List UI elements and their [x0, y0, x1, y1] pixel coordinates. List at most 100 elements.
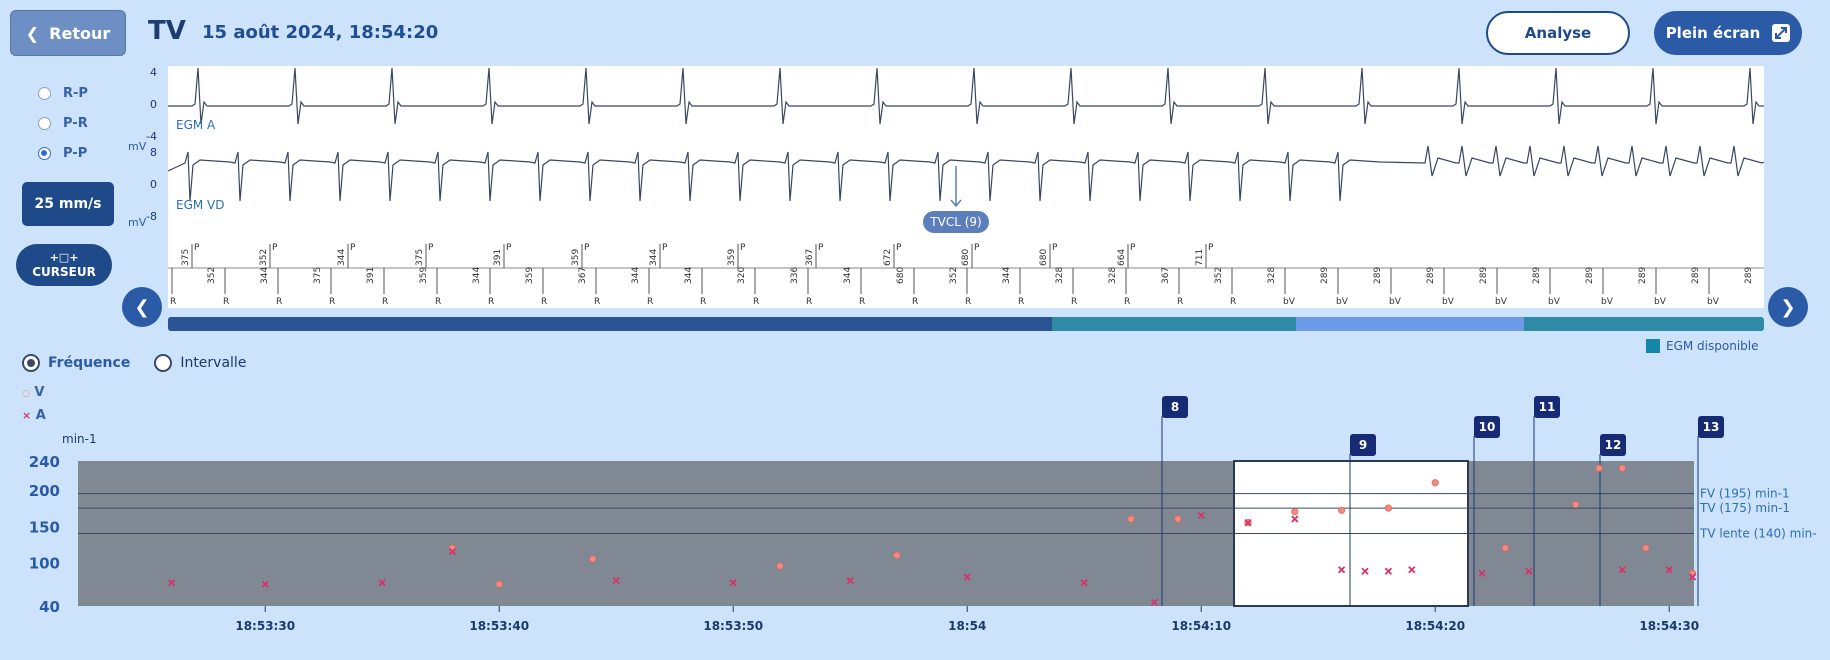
egm-vd-tick-zero: 0	[150, 178, 157, 191]
p-interval-label: 680	[961, 249, 971, 266]
p-interval-label: 664	[1117, 249, 1127, 266]
egm-available-legend: EGM disponible	[1646, 339, 1758, 353]
interval-option-pr[interactable]: P-R	[38, 116, 88, 131]
p-interval-label: 344	[337, 249, 347, 266]
cursor-label: CURSEUR	[32, 265, 96, 279]
egm-strip[interactable]: 375 P 352 P 344 P 375 P 391 P 359 P 344 P 359 P 367 P 672 P…	[167, 66, 1765, 308]
a-point	[1197, 511, 1205, 520]
egm-vd-trace	[167, 145, 1765, 202]
tvcl-marker[interactable]: TVCL (9)	[923, 211, 989, 233]
radio-selected-icon[interactable]	[38, 147, 51, 160]
legend-v: ○ V	[22, 385, 44, 400]
x-tick-label: 18:53:40	[469, 619, 529, 633]
speed-button[interactable]: 25 mm/s	[22, 182, 114, 226]
radio-selected-icon[interactable]	[22, 354, 40, 372]
v-interval-label: 289	[1691, 267, 1701, 284]
a-point	[1665, 566, 1673, 574]
p-marker-letter: P	[506, 243, 512, 253]
v-marker-letter: R	[1018, 297, 1024, 307]
legend-swatch	[1646, 339, 1660, 353]
p-interval-label: 680	[1039, 249, 1049, 266]
p-marker-letter: P	[1130, 243, 1136, 253]
a-point	[167, 579, 176, 587]
v-marker-letter: bV	[1442, 297, 1455, 307]
radio-icon[interactable]	[154, 354, 173, 372]
y-tick-label: 150	[29, 518, 60, 536]
a-point	[1244, 518, 1252, 527]
a-cross-icon: ×	[22, 409, 32, 422]
v-interval-label: 344	[472, 267, 482, 284]
y-tick-label: 40	[39, 598, 60, 616]
radio-icon[interactable]	[38, 117, 51, 130]
a-point	[846, 576, 854, 585]
egm-a-label: EGM A	[176, 118, 216, 132]
v-interval-label: 344	[1002, 267, 1012, 284]
v-marker-letter: R	[382, 297, 388, 307]
a-point	[1291, 515, 1299, 523]
radio-icon[interactable]	[38, 87, 51, 100]
episode-marker-badge	[1162, 396, 1188, 418]
trend-mode-selector: Fréquence Intervalle	[22, 354, 246, 372]
mode-frequency-label[interactable]: Fréquence	[48, 355, 131, 371]
a-point	[1408, 566, 1416, 574]
v-point	[1642, 544, 1650, 552]
v-point	[1595, 464, 1603, 472]
v-point	[1618, 464, 1627, 472]
v-interval-label: 289	[1744, 267, 1754, 284]
v-marker-letter: R	[700, 297, 706, 307]
interval-option-rp[interactable]: R-P	[38, 86, 88, 101]
a-point	[1080, 579, 1088, 587]
v-marker-letter: R	[912, 297, 918, 307]
trend-chart[interactable]: FV (195) min-1TV (175) min-1 TV lente (14…	[0, 390, 1830, 660]
p-interval-label: 367	[805, 249, 815, 266]
v-interval-label: 352	[949, 267, 959, 284]
cursor-icon: +□+	[49, 251, 79, 264]
p-interval-label: 375	[415, 249, 425, 266]
x-tick-label: 18:54:20	[1405, 619, 1465, 633]
a-point	[612, 576, 620, 585]
timeline-segment	[168, 317, 1052, 331]
v-interval-label: 289	[1532, 267, 1542, 284]
episode-marker-badge	[1534, 396, 1560, 418]
v-point	[1384, 504, 1393, 512]
egm-available-label: EGM disponible	[1666, 339, 1759, 353]
mode-interval-label[interactable]: Intervalle	[180, 355, 247, 371]
back-label: Retour	[49, 23, 111, 43]
timeline-viewport[interactable]	[1296, 317, 1524, 331]
a-point	[1478, 569, 1486, 578]
a-point	[963, 573, 971, 581]
timeline-scrollbar[interactable]	[168, 317, 1764, 331]
fullscreen-button[interactable]: Plein écran	[1654, 11, 1802, 55]
v-interval-label: 328	[1108, 267, 1118, 284]
interval-option-label: P-R	[63, 116, 88, 131]
chevron-left-icon: ❮	[134, 296, 150, 318]
v-point	[1501, 544, 1510, 552]
egm-a-tick-zero: 0	[150, 98, 157, 111]
v-point	[1338, 506, 1346, 514]
back-button[interactable]: ❮ Retour	[10, 10, 126, 56]
analyse-button[interactable]: Analyse	[1486, 11, 1630, 55]
episode-marker-badge	[1600, 434, 1626, 456]
v-marker-letter: R	[1071, 297, 1077, 307]
interval-option-pp[interactable]: P-P	[38, 146, 87, 161]
v-interval-label: 289	[1373, 267, 1383, 284]
v-marker-letter: R	[223, 297, 229, 307]
v-point	[1174, 515, 1182, 523]
episode-marker-badge	[1474, 416, 1500, 438]
scroll-left-button[interactable]: ❮	[122, 287, 162, 327]
v-point	[1291, 508, 1299, 516]
cursor-button[interactable]: +□+ CURSEUR	[16, 244, 112, 286]
episode-marker-label: 10	[1479, 420, 1496, 434]
scroll-right-button[interactable]: ❯	[1768, 287, 1808, 327]
x-tick-label: 18:53:30	[235, 619, 295, 633]
episode-marker-label: 11	[1539, 400, 1556, 414]
v-interval-label: 320	[737, 267, 747, 284]
legend-v-label: V	[34, 385, 45, 400]
v-marker-letter: R	[1177, 297, 1183, 307]
episode-type-title: TV	[148, 16, 186, 46]
egm-a-tick-top: 4	[150, 66, 157, 79]
y-tick-label: 240	[29, 453, 60, 471]
v-interval-label: 336	[790, 267, 800, 284]
v-point	[776, 562, 784, 570]
trend-unit: min-1	[62, 432, 97, 446]
